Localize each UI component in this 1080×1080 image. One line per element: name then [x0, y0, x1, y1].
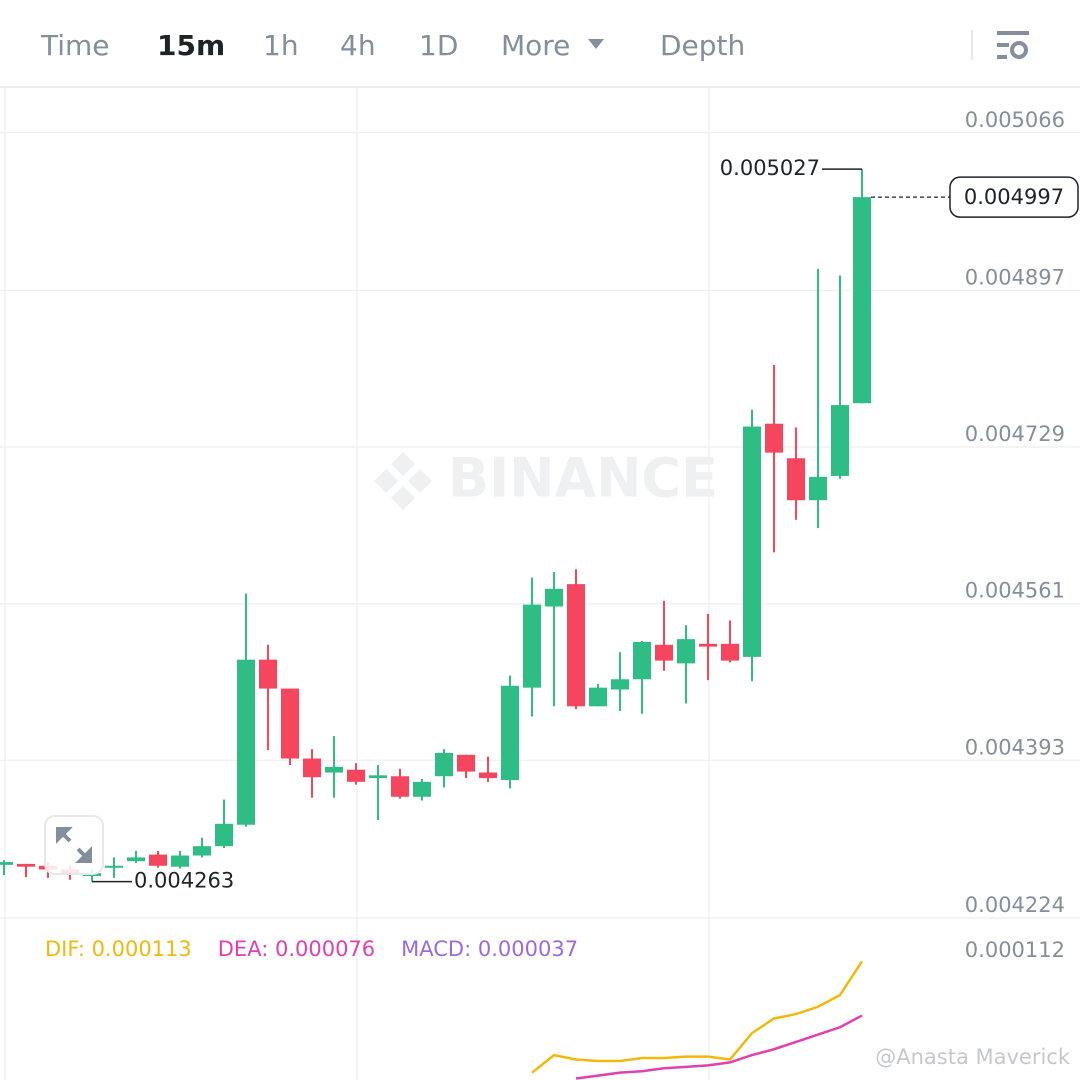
- legend-entry: DEA: 0.000076: [218, 937, 375, 961]
- candle-body: [369, 775, 387, 779]
- more-caret[interactable]: [588, 39, 604, 49]
- legend-entry: DIF: 0.000113: [45, 937, 192, 961]
- candle-body: [325, 766, 343, 773]
- last-price-box: [949, 176, 1079, 218]
- y-tick-label: 0.005066: [965, 108, 1065, 132]
- expand-button[interactable]: [44, 815, 104, 875]
- tab[interactable]: 1h: [263, 29, 299, 62]
- candle-body: [501, 685, 519, 780]
- candle-body: [809, 476, 827, 501]
- candle-body: [17, 863, 35, 867]
- candle-body: [193, 846, 211, 856]
- tab[interactable]: 1D: [419, 29, 458, 62]
- candle-body: [787, 458, 805, 501]
- candle-body: [391, 776, 409, 797]
- tab[interactable]: More: [501, 29, 570, 62]
- watermark-logo: [374, 452, 432, 510]
- candles: [0, 169, 871, 882]
- tab[interactable]: Time: [40, 29, 110, 62]
- candle-body: [523, 604, 541, 688]
- y-tick-label: 0.000112: [965, 938, 1065, 962]
- candle-body: [237, 659, 255, 825]
- candle-body: [105, 865, 123, 868]
- candle-body: [281, 688, 299, 759]
- candle-body: [171, 855, 189, 867]
- low-label: 0.004263: [134, 869, 234, 893]
- candle-body: [765, 423, 783, 453]
- candle-body: [677, 639, 695, 664]
- legend-entry: MACD: 0.000037: [401, 937, 578, 961]
- y-tick-label: 0.004729: [965, 422, 1065, 446]
- tab[interactable]: 4h: [340, 29, 376, 62]
- y-tick-label: 0.004897: [965, 265, 1065, 289]
- candle-body: [831, 405, 849, 476]
- candle-body: [479, 772, 497, 779]
- candle-body: [743, 426, 761, 657]
- watermark: BINANCE: [448, 447, 718, 510]
- candle-body: [545, 588, 563, 607]
- candle-body: [611, 679, 629, 690]
- candle-body: [413, 781, 431, 797]
- candle-body: [127, 857, 145, 862]
- candle-body: [457, 754, 475, 772]
- candle-body: [303, 758, 321, 778]
- candle-body: [149, 854, 167, 866]
- overlay: 0.005066 0.004897 0.004729 0.004561 0.004393…: [45, 108, 1079, 962]
- y-tick-label: 0.004393: [965, 735, 1065, 759]
- candle-body: [215, 823, 233, 847]
- tab[interactable]: 15m: [157, 29, 225, 62]
- timeframe-bar: Time 15m 1h 4h 1D More Depth: [0, 29, 1080, 88]
- candle-body: [435, 752, 453, 777]
- candle-body: [259, 659, 277, 689]
- candle-body: [567, 584, 585, 707]
- candle-body: [347, 769, 365, 782]
- high-label: 0.005027: [720, 156, 820, 180]
- candle-body: [721, 643, 739, 661]
- candle-body: [589, 687, 607, 707]
- candle-body: [699, 643, 717, 647]
- settings-icon[interactable]: [997, 31, 1029, 59]
- last-price-label: 0.004997: [964, 185, 1064, 209]
- grid: [0, 88, 1080, 1080]
- macd-line: [575, 1014, 863, 1080]
- candle-body: [655, 644, 673, 661]
- credit: @Anasta Maverick: [875, 1045, 1071, 1069]
- candle-body: [633, 641, 651, 680]
- y-tick-label: 0.004561: [965, 579, 1065, 603]
- y-tick-label: 0.004224: [965, 893, 1065, 917]
- candle-body: [0, 862, 13, 865]
- macd-pane: [531, 960, 864, 1080]
- macd-line: [531, 960, 864, 1074]
- tab[interactable]: Depth: [660, 29, 745, 62]
- candle-body: [853, 197, 871, 404]
